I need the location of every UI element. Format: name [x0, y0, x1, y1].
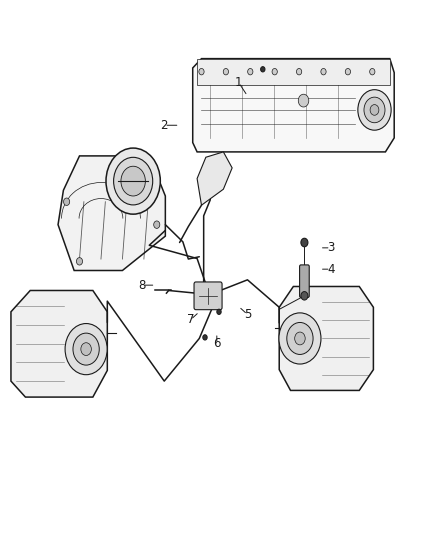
Text: 3: 3 — [327, 241, 334, 254]
Circle shape — [345, 69, 350, 75]
Circle shape — [73, 333, 99, 365]
Circle shape — [106, 148, 160, 214]
Circle shape — [321, 69, 326, 75]
Circle shape — [65, 324, 107, 375]
Circle shape — [364, 97, 385, 123]
FancyBboxPatch shape — [194, 282, 222, 310]
Text: 5: 5 — [244, 308, 251, 321]
Circle shape — [301, 292, 308, 300]
Polygon shape — [197, 59, 390, 85]
Circle shape — [203, 335, 207, 340]
Circle shape — [301, 238, 308, 247]
Circle shape — [295, 332, 305, 345]
Polygon shape — [58, 156, 166, 271]
Text: 4: 4 — [327, 263, 335, 276]
Circle shape — [217, 309, 221, 314]
Circle shape — [247, 69, 253, 75]
Circle shape — [64, 198, 70, 206]
FancyBboxPatch shape — [300, 265, 309, 297]
Circle shape — [154, 221, 160, 228]
Text: 2: 2 — [160, 119, 168, 132]
Text: 8: 8 — [139, 279, 146, 292]
Circle shape — [298, 94, 309, 107]
Circle shape — [358, 90, 391, 130]
Circle shape — [279, 313, 321, 364]
Circle shape — [223, 69, 229, 75]
Circle shape — [297, 69, 302, 75]
Circle shape — [272, 69, 277, 75]
Text: 6: 6 — [213, 337, 221, 350]
Circle shape — [261, 67, 265, 72]
Circle shape — [76, 257, 82, 265]
Circle shape — [370, 69, 375, 75]
Polygon shape — [279, 287, 373, 390]
Polygon shape — [11, 290, 107, 397]
Text: 7: 7 — [187, 313, 194, 326]
Polygon shape — [193, 59, 394, 152]
Circle shape — [81, 343, 92, 356]
Circle shape — [370, 104, 379, 115]
Circle shape — [113, 157, 153, 205]
Circle shape — [199, 69, 204, 75]
Text: 1: 1 — [235, 76, 243, 89]
Circle shape — [287, 322, 313, 354]
Circle shape — [121, 166, 145, 196]
Polygon shape — [197, 152, 232, 205]
